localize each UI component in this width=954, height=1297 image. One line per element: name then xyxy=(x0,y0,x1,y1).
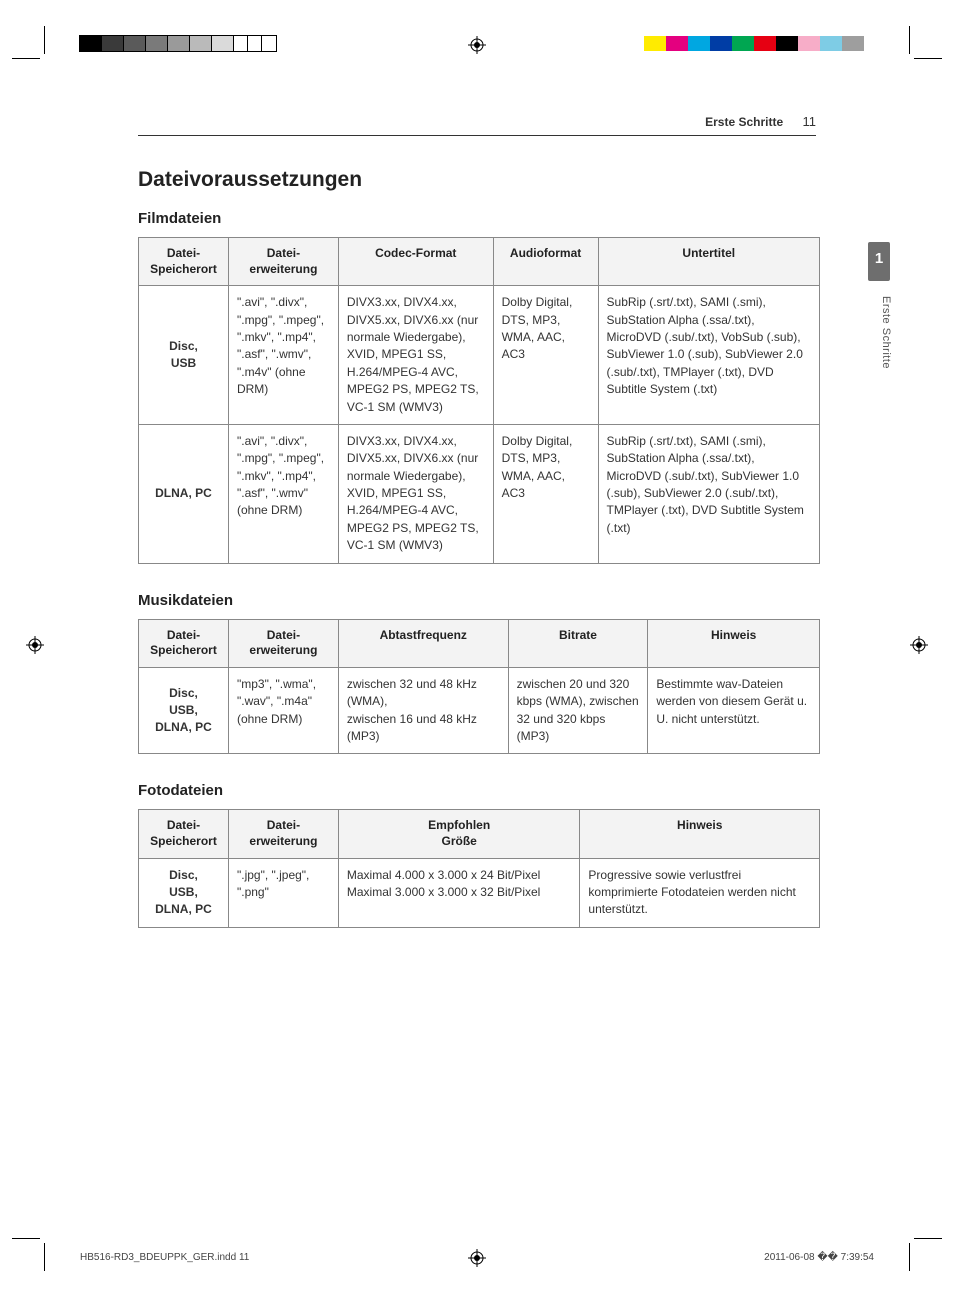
table-row: Disc,USB".avi", ".divx", ".mpg", ".mpeg"… xyxy=(139,286,820,425)
cell-extension: ".avi", ".divx", ".mpg", ".mpeg", ".mkv"… xyxy=(228,286,338,425)
column-header: Untertitel xyxy=(598,238,819,286)
footer-timestamp: 2011-06-08 �� 7:39:54 xyxy=(764,1252,874,1263)
cell-note: Bestimmte wav-Dateien werden von diesem … xyxy=(648,667,820,754)
music-table: Datei-SpeicherortDatei-erweiterungAbtast… xyxy=(138,619,820,755)
music-section-heading: Musikdateien xyxy=(138,592,820,609)
color-swatch xyxy=(754,36,776,51)
cell-location: DLNA, PC xyxy=(139,424,229,563)
cell-location: Disc,USB xyxy=(139,286,229,425)
cell-location: Disc,USB,DLNA, PC xyxy=(139,667,229,754)
color-swatch xyxy=(688,36,710,51)
color-swatch xyxy=(102,36,124,51)
color-swatch xyxy=(124,36,146,51)
column-header: Datei-Speicherort xyxy=(139,619,229,667)
color-swatch-bar xyxy=(80,36,276,51)
column-header: Codec-Format xyxy=(338,238,493,286)
column-header: Hinweis xyxy=(580,810,820,858)
table-row: Disc,USB,DLNA, PC"mp3", ".wma", ".wav", … xyxy=(139,667,820,754)
column-header: Datei-erweiterung xyxy=(228,810,338,858)
color-swatch xyxy=(732,36,754,51)
column-header: Hinweis xyxy=(648,619,820,667)
cell-audio: Dolby Digital, DTS, MP3, WMA, AAC, AC3 xyxy=(493,424,598,563)
column-header: Bitrate xyxy=(508,619,648,667)
registration-mark-icon xyxy=(910,636,928,654)
chapter-number: 1 xyxy=(875,250,883,267)
color-swatch xyxy=(234,36,248,51)
page-header: Erste Schritte 11 xyxy=(138,114,816,136)
color-swatch xyxy=(168,36,190,51)
color-swatch xyxy=(248,36,262,51)
column-header: Datei-erweiterung xyxy=(228,619,338,667)
page-number: 11 xyxy=(803,114,817,129)
table-row: DLNA, PC".avi", ".divx", ".mpg", ".mpeg"… xyxy=(139,424,820,563)
column-header: Audioformat xyxy=(493,238,598,286)
color-swatch xyxy=(262,36,276,51)
color-swatch xyxy=(146,36,168,51)
cell-bitrate: zwischen 20 und 320 kbps (WMA), zwischen… xyxy=(508,667,648,754)
color-swatch xyxy=(798,36,820,51)
registration-mark-icon xyxy=(26,636,44,654)
photo-table: Datei-SpeicherortDatei-erweiterungEmpfoh… xyxy=(138,809,820,927)
cell-subtitle: SubRip (.srt/.txt), SAMI (.smi), SubStat… xyxy=(598,286,819,425)
color-swatch xyxy=(212,36,234,51)
page-title: Dateivoraussetzungen xyxy=(138,168,820,192)
chapter-tab-label: Erste Schritte xyxy=(880,296,892,369)
cell-extension: ".jpg", ".jpeg", ".png" xyxy=(228,858,338,927)
color-swatch xyxy=(190,36,212,51)
cell-note: Progressive sowie verlustfrei komprimier… xyxy=(580,858,820,927)
cell-frequency: zwischen 32 und 48 kHz (WMA),zwischen 16… xyxy=(338,667,508,754)
column-header: Datei-Speicherort xyxy=(139,238,229,286)
chapter-tab: 1 xyxy=(868,242,890,281)
column-header: Datei-Speicherort xyxy=(139,810,229,858)
color-swatch xyxy=(666,36,688,51)
section-name: Erste Schritte xyxy=(705,115,783,129)
color-swatch xyxy=(710,36,732,51)
color-swatch xyxy=(644,36,666,51)
cell-extension: "mp3", ".wma", ".wav", ".m4a" (ohne DRM) xyxy=(228,667,338,754)
print-footer: HB516-RD3_BDEUPPK_GER.indd 11 2011-06-08… xyxy=(80,1252,874,1263)
cell-audio: Dolby Digital, DTS, MP3, WMA, AAC, AC3 xyxy=(493,286,598,425)
cell-extension: ".avi", ".divx", ".mpg", ".mpeg", ".mkv"… xyxy=(228,424,338,563)
color-swatch xyxy=(842,36,864,51)
photo-section-heading: Fotodateien xyxy=(138,782,820,799)
color-swatch xyxy=(776,36,798,51)
cell-subtitle: SubRip (.srt/.txt), SAMI (.smi), SubStat… xyxy=(598,424,819,563)
color-swatch xyxy=(622,36,644,51)
table-row: Disc,USB,DLNA, PC".jpg", ".jpeg", ".png"… xyxy=(139,858,820,927)
footer-filename: HB516-RD3_BDEUPPK_GER.indd 11 xyxy=(80,1252,249,1263)
column-header: Abtastfrequenz xyxy=(338,619,508,667)
cell-location: Disc,USB,DLNA, PC xyxy=(139,858,229,927)
color-swatch xyxy=(820,36,842,51)
film-table: Datei-SpeicherortDatei-erweiterungCodec-… xyxy=(138,237,820,564)
cell-codec: DIVX3.xx, DIVX4.xx, DIVX5.xx, DIVX6.xx (… xyxy=(338,424,493,563)
registration-mark-icon xyxy=(468,36,486,54)
column-header: Datei-erweiterung xyxy=(228,238,338,286)
film-section-heading: Filmdateien xyxy=(138,210,820,227)
color-swatch-bar xyxy=(622,36,864,51)
cell-codec: DIVX3.xx, DIVX4.xx, DIVX5.xx, DIVX6.xx (… xyxy=(338,286,493,425)
color-swatch xyxy=(80,36,102,51)
column-header: EmpfohlenGröße xyxy=(338,810,580,858)
page-content: Dateivoraussetzungen Filmdateien Datei-S… xyxy=(138,168,820,956)
cell-size: Maximal 4.000 x 3.000 x 24 Bit/PixelMaxi… xyxy=(338,858,580,927)
